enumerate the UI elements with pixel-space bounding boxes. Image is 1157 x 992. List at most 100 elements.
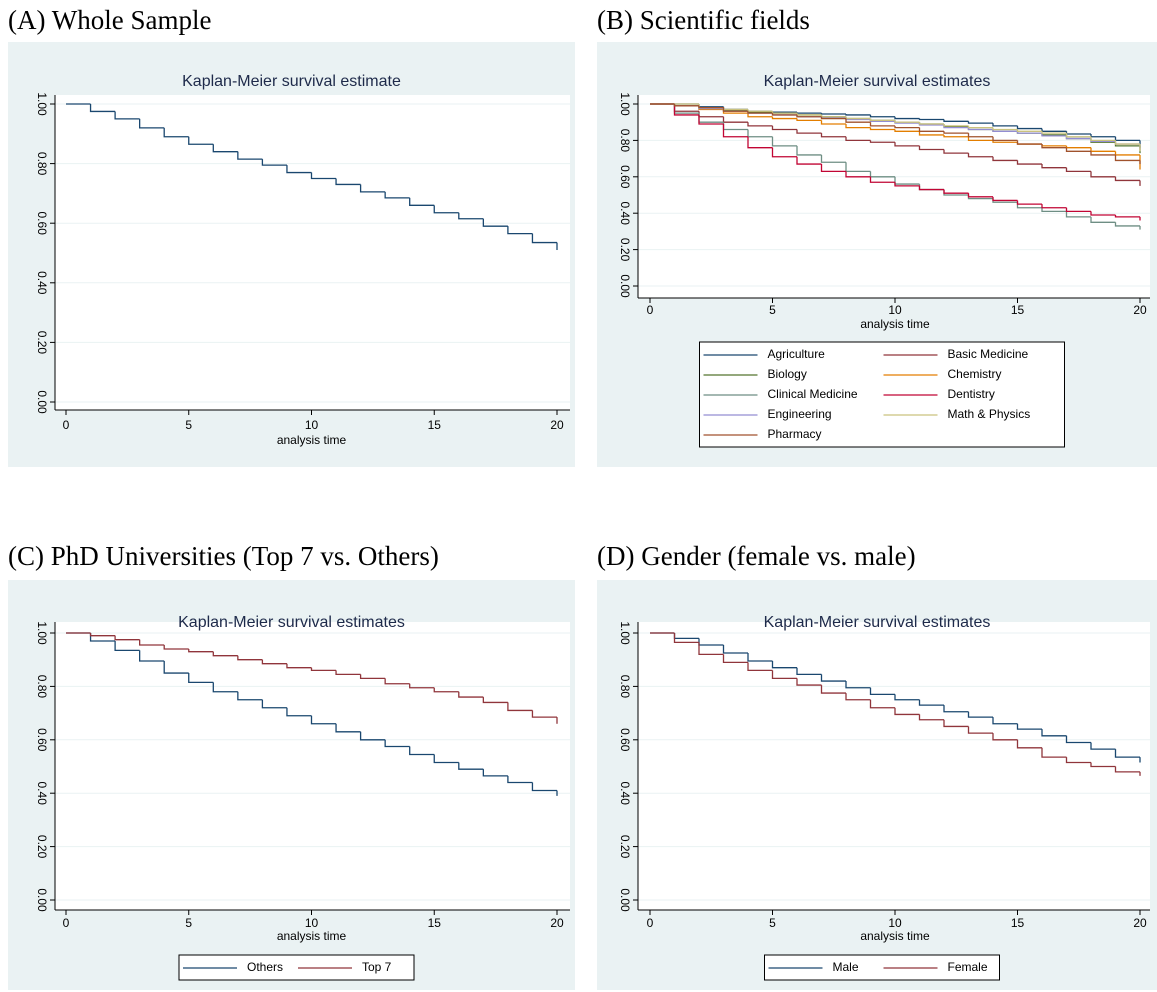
survival-step: [335, 723, 361, 733]
survival-step: [1016, 200, 1042, 205]
y-tick-label: 0.80: [35, 675, 49, 699]
legend-label: Engineering: [768, 407, 832, 421]
survival-step: [796, 114, 822, 118]
survival-step: [992, 196, 1018, 202]
survival-step: [845, 681, 871, 689]
legend-label: Math & Physics: [948, 407, 1031, 421]
survival-step: [918, 122, 944, 125]
legend-label: Basic Medicine: [948, 347, 1029, 361]
survival-step: [507, 702, 533, 712]
survival-step: [992, 156, 1018, 162]
survival-step: [359, 731, 386, 741]
x-tick-label: 5: [769, 916, 776, 930]
y-tick-label: 0.00: [35, 888, 49, 912]
survival-step: [335, 670, 361, 676]
survival-step: [1041, 131, 1067, 134]
legend-label: Others: [247, 960, 283, 974]
survival-step: [237, 691, 263, 701]
chart-title: Kaplan-Meier survival estimate: [182, 73, 401, 90]
survival-step: [771, 113, 797, 116]
survival-step: [433, 205, 459, 214]
x-tick-label: 10: [305, 916, 319, 930]
survival-step: [384, 678, 410, 685]
survival-step: [188, 136, 214, 145]
survival-step: [212, 144, 238, 153]
y-tick-label: 0.80: [35, 152, 49, 176]
survival-step: [359, 674, 386, 680]
survival-step: [820, 120, 846, 125]
panel-title: (D) Gender (female vs. male): [597, 541, 916, 571]
plot-area: [638, 622, 1150, 910]
survival-step: [845, 136, 871, 142]
survival-step: [89, 104, 116, 113]
survival-step: [747, 136, 773, 149]
survival-step: [1016, 739, 1042, 749]
survival-step: [771, 125, 797, 131]
survival-step: [1041, 729, 1067, 737]
survival-step: [796, 129, 822, 134]
survival-step: [943, 134, 969, 138]
survival-step: [869, 122, 895, 127]
survival-step: [310, 715, 337, 725]
survival-step: [286, 165, 312, 174]
legend-box: [699, 341, 1065, 448]
legend-label: Top 7: [362, 960, 392, 974]
survival-step: [673, 104, 699, 116]
survival-step: [796, 145, 822, 156]
y-tick-label: 0.20: [35, 331, 49, 355]
x-tick-label: 20: [550, 418, 564, 432]
x-tick-label: 5: [185, 916, 192, 930]
survival-step: [1090, 211, 1116, 216]
survival-step: [943, 119, 969, 122]
panel-title: (C) PhD Universities (Top 7 vs. Others): [8, 541, 439, 571]
survival-step: [747, 122, 773, 127]
survival-step: [409, 197, 435, 206]
survival-step: [1090, 151, 1116, 156]
survival-step: [1090, 762, 1116, 768]
survival-step: [1016, 160, 1042, 165]
survival-step: [1041, 207, 1067, 213]
survival-step: [820, 164, 846, 172]
plot-area: [55, 95, 570, 410]
survival-step: [943, 131, 969, 134]
y-tick-label: 0.20: [618, 238, 632, 262]
survival-step: [433, 754, 459, 764]
survival-step: [1114, 154, 1140, 162]
survival-step: [894, 694, 920, 701]
survival-step: [918, 714, 944, 721]
survival-step: [722, 654, 748, 664]
survival-step: [286, 663, 312, 669]
survival-step: [967, 153, 993, 158]
survival-step: [310, 172, 337, 180]
survival-step: [869, 176, 895, 183]
survival-step: [894, 120, 920, 123]
survival-step: [1090, 171, 1116, 178]
survival-step: [673, 104, 699, 107]
survival-step: [359, 184, 386, 193]
survival-step: [771, 147, 797, 158]
survival-step: [771, 670, 797, 680]
x-tick-label: 0: [647, 303, 654, 317]
survival-step: [1065, 735, 1091, 744]
survival-step: [796, 156, 822, 165]
panel-title: (B) Scientific fields: [597, 5, 810, 35]
survival-step: [845, 114, 871, 116]
x-tick-label: 0: [63, 418, 70, 432]
survival-step: [796, 667, 822, 676]
survival-step: [918, 118, 944, 121]
survival-step: [384, 191, 410, 199]
survival-step: [237, 151, 263, 160]
survival-step: [771, 661, 797, 669]
survival-step: [1114, 176, 1140, 182]
survival-step: [1065, 147, 1091, 152]
survival-step: [1016, 129, 1042, 132]
survival-step: [1016, 723, 1042, 730]
survival-step: [698, 642, 724, 656]
x-tick-label: 15: [1011, 303, 1025, 317]
survival-step: [1090, 742, 1116, 750]
survival-step: [967, 125, 993, 129]
survival-step: [894, 129, 920, 132]
survival-step: [943, 149, 969, 154]
survival-step: [89, 633, 116, 637]
